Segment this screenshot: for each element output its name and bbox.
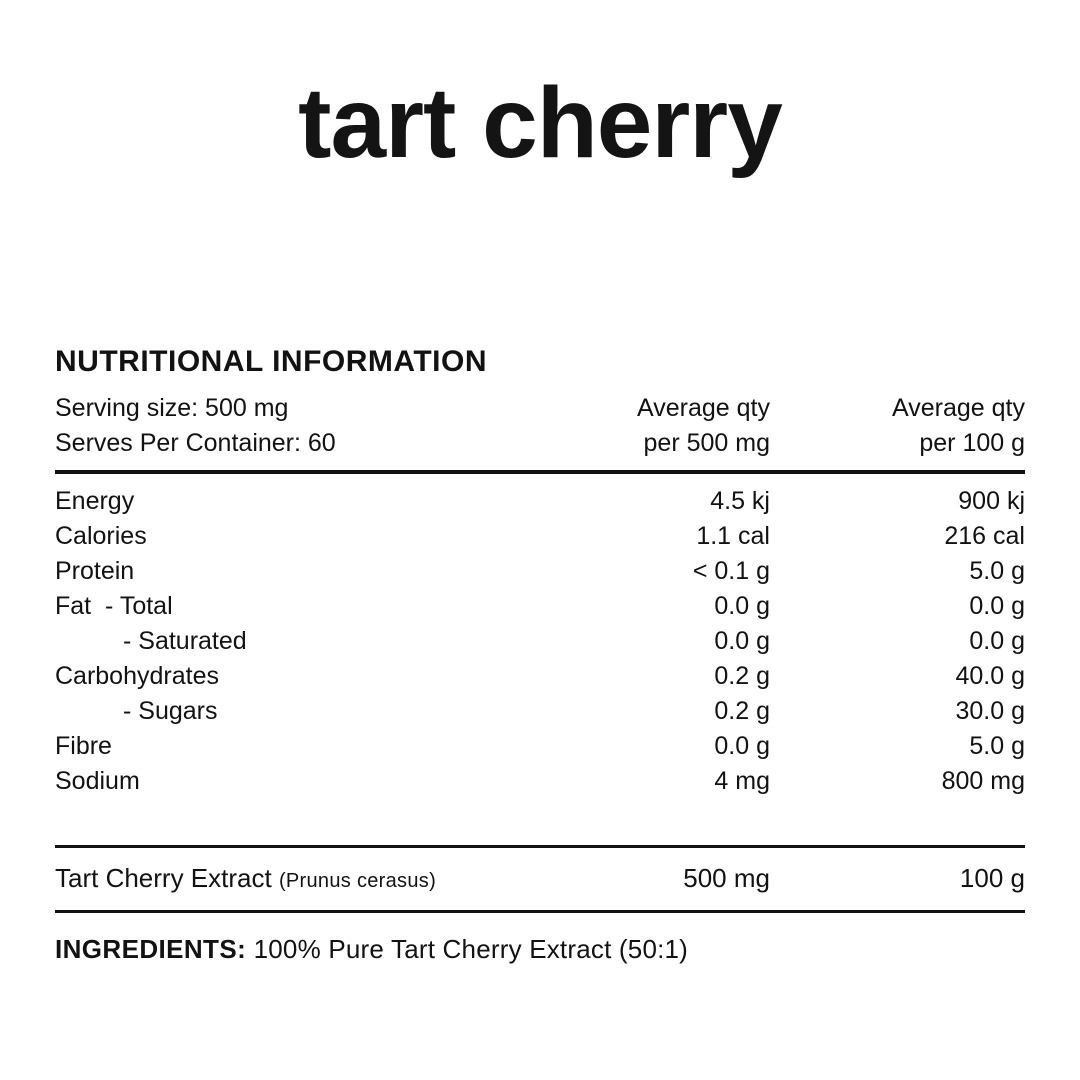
ingredients-text: 100% Pure Tart Cherry Extract (50:1) <box>253 934 689 964</box>
nutrient-label: - Saturated <box>123 627 247 655</box>
extract-latin-name: (Prunus cerasus) <box>278 870 437 892</box>
table-row: Protein < 0.1 g 5.0 g <box>55 554 1025 589</box>
nutrient-label: Protein <box>55 557 135 585</box>
table-header: Serving size: 500 mg Average qty Average… <box>55 391 1025 474</box>
nutrient-label: Calories <box>55 522 147 550</box>
table-row: Calories 1.1 cal 216 cal <box>55 519 1025 554</box>
col-per-serve-header-line2: per 500 mg <box>643 429 770 457</box>
nutrient-label: Fibre <box>55 732 112 760</box>
nutrient-label: - Sugars <box>123 697 218 725</box>
nutrient-label: Energy <box>55 487 135 515</box>
table-row: Fat - Total 0.0 g 0.0 g <box>55 589 1025 624</box>
nutrient-per-serve-value: 4.5 kj <box>710 487 770 515</box>
col-per-100-header-line2: per 100 g <box>919 429 1025 457</box>
extract-per-100-value: 100 g <box>959 863 1025 893</box>
ingredients-line: INGREDIENTS: 100% Pure Tart Cherry Extra… <box>55 934 1025 965</box>
nutrient-per-serve-value: 0.0 g <box>714 732 770 760</box>
table-row: Fibre 0.0 g 5.0 g <box>55 729 1025 764</box>
nutrient-per-100-value: 5.0 g <box>969 557 1025 585</box>
panel-title: NUTRITIONAL INFORMATION <box>55 345 488 378</box>
nutrient-per-serve-value: 0.0 g <box>714 627 770 655</box>
brand-logo: tart cherry <box>298 67 783 179</box>
col-per-serve-header-line1: Average qty <box>637 394 770 422</box>
nutrient-per-100-value: 0.0 g <box>969 592 1025 620</box>
nutrient-per-serve-value: < 0.1 g <box>692 557 770 585</box>
table-row: Carbohydrates 0.2 g 40.0 g <box>55 659 1025 694</box>
nutrient-per-100-value: 30.0 g <box>955 697 1025 725</box>
nutrient-per-serve-value: 0.2 g <box>714 697 770 725</box>
table-row: - Sugars 0.2 g 30.0 g <box>55 694 1025 729</box>
nutrient-per-100-value: 40.0 g <box>955 662 1025 690</box>
extract-row: Tart Cherry Extract (Prunus cerasus) 500… <box>55 845 1025 913</box>
nutrient-per-serve-value: 1.1 cal <box>696 522 770 550</box>
nutrient-per-100-value: 5.0 g <box>969 732 1025 760</box>
nutrient-per-100-value: 216 cal <box>944 522 1025 550</box>
nutrient-label: Carbohydrates <box>55 662 219 690</box>
nutrient-per-100-value: 800 mg <box>941 767 1025 795</box>
nutrient-label: Fat - Total <box>55 592 173 620</box>
nutrient-per-100-value: 900 kj <box>958 487 1025 515</box>
extract-name-cell: Tart Cherry Extract (Prunus cerasus) <box>55 863 515 894</box>
table-row: - Saturated 0.0 g 0.0 g <box>55 624 1025 659</box>
nutrient-rows: Energy 4.5 kj 900 kj Calories 1.1 cal 216 cal… <box>55 474 1025 799</box>
nutrient-per-100-value: 0.0 g <box>969 627 1025 655</box>
table-row: Energy 4.5 kj 900 kj <box>55 484 1025 519</box>
nutrient-per-serve-value: 4 mg <box>714 767 770 795</box>
table-row: Sodium 4 mg 800 mg <box>55 764 1025 799</box>
nutrient-per-serve-value: 0.0 g <box>714 592 770 620</box>
extract-name: Tart Cherry Extract <box>55 863 272 893</box>
extract-per-serve-value: 500 mg <box>683 863 770 893</box>
ingredients-label: INGREDIENTS: <box>55 934 247 964</box>
col-per-100-header-line1: Average qty <box>892 394 1025 422</box>
nutrition-panel: NUTRITIONAL INFORMATION Serving size: 50… <box>55 345 1025 965</box>
serves-per-container-text: Serves Per Container: 60 <box>55 429 336 457</box>
nutrient-per-serve-value: 0.2 g <box>714 662 770 690</box>
serving-size-text: Serving size: 500 mg <box>55 394 289 422</box>
nutrient-label: Sodium <box>55 767 140 795</box>
